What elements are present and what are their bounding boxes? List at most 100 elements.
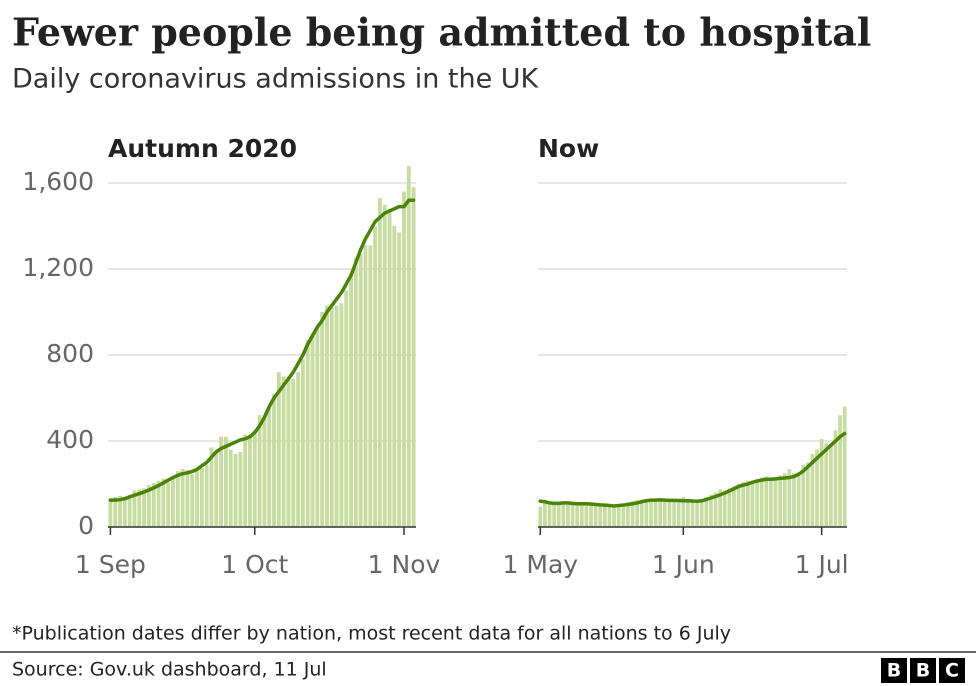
bar <box>296 372 301 527</box>
bar <box>556 503 561 527</box>
x-tick-label: 1 Oct <box>221 550 288 579</box>
bar <box>146 485 151 527</box>
bar <box>736 484 741 527</box>
bar <box>353 258 358 527</box>
bar <box>373 226 378 527</box>
x-tick-label: 1 Nov <box>368 550 441 579</box>
y-tick-label: 400 <box>46 425 94 454</box>
logo-block <box>910 658 936 683</box>
bar <box>397 232 402 527</box>
bar <box>161 478 166 527</box>
bar <box>377 198 382 528</box>
bar <box>411 187 416 528</box>
bar <box>382 204 387 527</box>
bar <box>344 290 349 527</box>
logo-letter: C <box>945 660 959 682</box>
bar <box>228 449 233 527</box>
bar <box>334 305 339 527</box>
bar <box>180 468 185 527</box>
bar <box>538 506 543 527</box>
bar <box>171 477 175 527</box>
bar <box>773 478 778 527</box>
bar <box>727 488 732 527</box>
bar <box>320 312 325 527</box>
bar <box>195 471 199 527</box>
bar <box>233 453 238 527</box>
bar <box>214 451 219 527</box>
bar <box>815 449 819 527</box>
bar <box>166 481 171 527</box>
y-tick-label: 1,600 <box>22 167 94 196</box>
bar <box>339 303 344 527</box>
bar <box>709 494 713 527</box>
bar <box>718 489 723 527</box>
bar <box>406 165 411 528</box>
bar <box>699 499 704 527</box>
bar <box>127 494 132 527</box>
bar <box>713 492 718 527</box>
logo-letter: B <box>887 660 901 682</box>
y-tick-label: 1,200 <box>22 253 94 282</box>
bar <box>329 307 334 527</box>
bar <box>838 415 842 527</box>
bar <box>262 415 267 527</box>
logo-letter: B <box>916 660 930 682</box>
bar <box>630 501 635 527</box>
panel-title: Autumn 2020 <box>108 134 297 163</box>
x-tick-label: 1 Jun <box>652 550 715 579</box>
bar <box>805 462 810 527</box>
bar <box>358 253 363 527</box>
bar <box>300 359 305 527</box>
subtitle: Daily coronavirus admissions in the UK <box>12 64 540 95</box>
bar <box>552 504 556 527</box>
x-tick-label: 1 Jul <box>795 550 849 579</box>
bar <box>603 505 607 527</box>
bar <box>252 430 257 527</box>
bar <box>387 208 392 528</box>
bar <box>824 443 829 527</box>
footnote: *Publication dates differ by nation, mos… <box>12 623 731 645</box>
bar <box>644 500 649 527</box>
bar <box>787 468 792 527</box>
bar <box>829 445 833 527</box>
bar <box>190 474 195 527</box>
bar <box>626 502 630 527</box>
bar <box>584 505 589 527</box>
bar <box>315 327 320 527</box>
bar <box>122 496 127 527</box>
bar <box>118 495 122 527</box>
bar <box>310 333 315 527</box>
bar <box>732 486 736 527</box>
bar <box>672 500 676 527</box>
bar <box>151 482 156 527</box>
bar <box>667 499 672 527</box>
bar <box>238 451 243 527</box>
bar <box>368 245 373 527</box>
bar <box>402 191 406 527</box>
bar <box>209 447 214 527</box>
bar <box>764 476 769 527</box>
bar <box>759 477 764 527</box>
bar <box>291 378 296 527</box>
bar <box>607 506 612 527</box>
panel-title: Now <box>538 134 599 163</box>
bar <box>681 496 686 527</box>
bar <box>566 503 570 527</box>
bar <box>589 504 593 527</box>
bar <box>257 415 262 527</box>
bar <box>833 430 838 527</box>
bar <box>547 502 552 527</box>
bar <box>561 502 566 527</box>
bar <box>690 500 695 527</box>
bar <box>778 475 782 527</box>
bar <box>593 503 598 527</box>
bar <box>156 480 161 527</box>
bar <box>272 393 276 527</box>
average-line <box>538 431 847 508</box>
bar <box>676 499 681 527</box>
bar <box>649 499 653 527</box>
bar <box>248 434 252 527</box>
bar <box>796 472 801 527</box>
